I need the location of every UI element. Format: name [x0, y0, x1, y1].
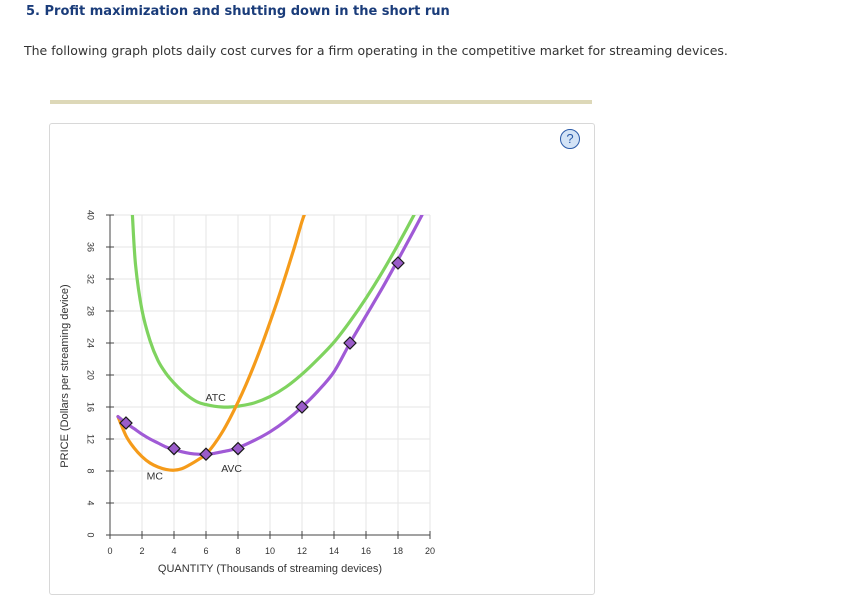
y-tick-label: 16 [86, 402, 96, 412]
curves [116, 215, 424, 472]
y-axis-title: PRICE (Dollars per streaming device) [59, 284, 71, 467]
avc-label: AVC [221, 463, 242, 475]
y-tick-label: 4 [86, 500, 96, 505]
atc-curve [130, 215, 416, 409]
avc-data-point[interactable] [119, 416, 133, 430]
avc-data-point[interactable] [391, 256, 405, 270]
x-tick-label: 8 [235, 546, 240, 556]
y-tick-label: 24 [86, 338, 96, 348]
avc-curve [116, 215, 424, 456]
x-tick-label: 14 [329, 546, 339, 556]
x-tick-label: 0 [107, 546, 112, 556]
divider-rule [50, 100, 592, 104]
x-axis-title: QUANTITY (Thousands of streaming devices… [158, 563, 382, 575]
avc-data-point[interactable] [199, 447, 213, 462]
x-tick-label: 10 [265, 546, 275, 556]
grid-lines [110, 214, 431, 535]
avc-data-point[interactable] [295, 400, 309, 414]
avc-data-point[interactable] [231, 441, 245, 456]
x-tick-label: 16 [361, 546, 371, 556]
y-tick-label: 12 [86, 434, 96, 444]
x-tick-label: 2 [139, 546, 144, 556]
help-button[interactable]: ? [560, 129, 580, 149]
curve-labels: ATC MC AVC [147, 392, 243, 482]
y-tick-label: 40 [86, 210, 96, 220]
y-tick-label: 20 [86, 370, 96, 380]
data-points[interactable] [119, 256, 405, 462]
avc-data-point[interactable] [167, 441, 181, 456]
x-tick-label: 4 [171, 546, 176, 556]
y-tick-label: 28 [86, 306, 96, 316]
x-tick-label: 20 [425, 546, 435, 556]
atc-label: ATC [205, 392, 226, 404]
x-tick-label: 18 [393, 546, 403, 556]
y-tick-label: 32 [86, 274, 96, 284]
question-title: 5. Profit maximization and shutting down… [26, 4, 450, 19]
y-tick-label: 8 [86, 468, 96, 473]
mc-label: MC [147, 470, 164, 482]
mc-curve [116, 215, 306, 472]
x-tick-label: 12 [297, 546, 307, 556]
avc-data-point[interactable] [343, 336, 357, 350]
graph-panel [49, 123, 595, 595]
y-tick-label: 0 [86, 532, 96, 537]
x-tick-label: 6 [203, 546, 208, 556]
y-tick-label: 36 [86, 242, 96, 252]
question-intro: The following graph plots daily cost cur… [24, 43, 728, 58]
